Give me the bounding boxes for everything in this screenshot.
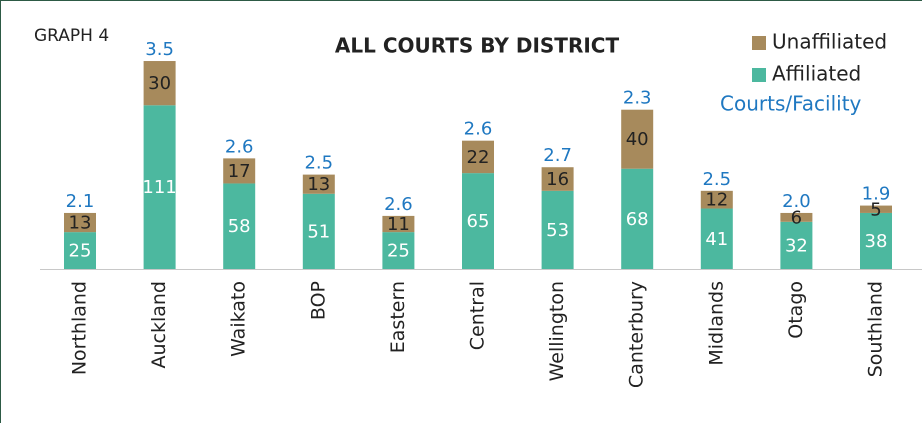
legend-label: Affiliated xyxy=(772,62,861,86)
bar-segment xyxy=(302,174,335,194)
bar-segment xyxy=(64,232,96,269)
bar-segment xyxy=(462,173,494,269)
bar-segment xyxy=(541,190,574,269)
graph-label: GRAPH 4 xyxy=(34,26,109,46)
bar-segment xyxy=(462,140,494,174)
value-label: 41 xyxy=(705,229,728,250)
value-label: 6 xyxy=(791,207,802,228)
bar-segment xyxy=(223,158,256,184)
value-label: 32 xyxy=(785,235,808,256)
legend-swatch xyxy=(752,68,766,82)
bar-segment xyxy=(860,212,892,269)
value-label: 12 xyxy=(705,190,728,211)
bar-segment xyxy=(621,168,654,269)
x-tick-label: Central xyxy=(467,281,489,350)
x-tick-label: Waikato xyxy=(228,281,250,357)
ratio-label: 2.5 xyxy=(702,169,731,190)
x-tick-label: Canterbury xyxy=(626,281,648,388)
value-label: 65 xyxy=(467,211,490,232)
ratio-label: 2.6 xyxy=(384,194,413,215)
value-label: 17 xyxy=(228,161,251,182)
x-tick-label: Midlands xyxy=(705,281,727,366)
bar-segment xyxy=(223,183,256,269)
ratio-label: 2.6 xyxy=(464,119,493,140)
value-label: 58 xyxy=(228,216,251,237)
value-label: 13 xyxy=(307,174,330,195)
bar-segment xyxy=(780,221,813,269)
value-label: 111 xyxy=(142,177,176,198)
x-tick-label: BOP xyxy=(307,281,329,320)
x-tick-label: Eastern xyxy=(387,281,409,353)
value-label: 53 xyxy=(546,220,569,241)
ratio-label: 3.5 xyxy=(145,39,174,60)
value-label: 13 xyxy=(69,213,92,234)
ratio-label: 2.3 xyxy=(623,88,652,109)
value-label: 16 xyxy=(546,169,569,190)
value-label: 51 xyxy=(307,221,330,242)
x-tick-label: Southland xyxy=(865,281,887,377)
ratio-label: 2.1 xyxy=(66,191,95,212)
ratio-label: 2.5 xyxy=(304,153,333,174)
ratio-label: 2.6 xyxy=(225,136,254,157)
bar-segment xyxy=(700,190,733,209)
x-tick-label: Wellington xyxy=(546,281,568,381)
value-label: 11 xyxy=(387,214,410,235)
value-label: 5 xyxy=(870,199,881,220)
bar-segment xyxy=(860,205,892,213)
value-label: 25 xyxy=(387,241,410,262)
chart-title: ALL COURTS BY DISTRICT xyxy=(335,34,620,58)
value-label: 22 xyxy=(467,147,490,168)
bar-segment xyxy=(541,167,574,191)
value-label: 25 xyxy=(69,241,92,262)
bar-segment xyxy=(302,193,335,269)
x-tick-label: Otago xyxy=(785,281,807,339)
legend-label: Unaffiliated xyxy=(772,30,887,54)
value-label: 30 xyxy=(148,73,171,94)
bar-segment xyxy=(382,215,415,233)
bar-segment xyxy=(143,105,176,270)
value-label: 38 xyxy=(865,231,888,252)
bar-segment xyxy=(143,61,176,106)
value-label: 40 xyxy=(626,129,649,150)
bar-segment xyxy=(780,212,813,222)
legend-swatch xyxy=(752,36,766,50)
x-tick-label: Northland xyxy=(69,281,91,375)
bar-segment xyxy=(64,212,96,233)
bar-segment xyxy=(700,208,733,269)
x-tick-label: Auckland xyxy=(148,281,170,369)
ratio-label: 1.9 xyxy=(862,184,891,205)
bar-segment xyxy=(621,109,654,169)
value-label: 68 xyxy=(626,209,649,230)
bar-segment xyxy=(382,232,415,269)
ratio-label: 2.0 xyxy=(782,191,811,212)
legend-label: Courts/Facility xyxy=(720,92,862,116)
ratio-label: 2.7 xyxy=(543,145,572,166)
